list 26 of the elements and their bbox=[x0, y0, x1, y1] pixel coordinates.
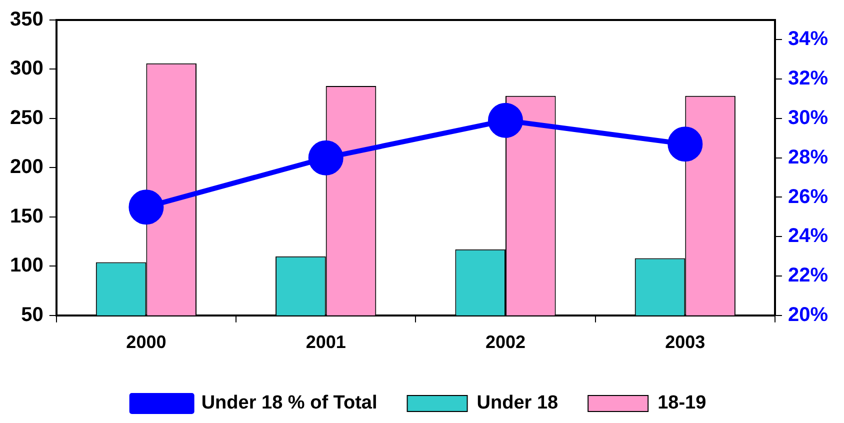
legend-label: Under 18 % of Total bbox=[201, 392, 378, 414]
y-tick-label: 250 bbox=[10, 106, 44, 129]
x-tick-label: 2000 bbox=[126, 332, 166, 352]
y-tick-label: 300 bbox=[10, 58, 44, 80]
y2-tick-label: 26% bbox=[788, 186, 828, 208]
y2-tick-label: 32% bbox=[788, 68, 828, 90]
y-tick-label: 200 bbox=[10, 156, 44, 178]
y2-tick-label: 24% bbox=[788, 225, 828, 248]
point bbox=[668, 126, 703, 162]
point bbox=[488, 102, 523, 138]
point bbox=[128, 190, 164, 225]
legend-label: Under 18 bbox=[476, 392, 558, 414]
y-tick-label: 150 bbox=[10, 205, 44, 228]
y-tick-label: 350 bbox=[10, 8, 44, 31]
y-tick-label: 50 bbox=[21, 304, 44, 326]
y2-tick-label: 34% bbox=[788, 28, 828, 50]
y2-tick-label: 20% bbox=[788, 304, 828, 326]
y2-tick-label: 28% bbox=[788, 146, 828, 168]
x-tick-label: 2003 bbox=[665, 332, 706, 352]
point bbox=[308, 140, 344, 176]
x-tick-label: 2001 bbox=[306, 332, 346, 352]
y2-tick-label: 30% bbox=[788, 106, 828, 129]
legend-label: 18-19 bbox=[658, 392, 706, 414]
y2-tick-label: 22% bbox=[788, 264, 828, 287]
x-tick-label: 2002 bbox=[485, 332, 526, 352]
y-tick-label: 100 bbox=[10, 254, 44, 277]
